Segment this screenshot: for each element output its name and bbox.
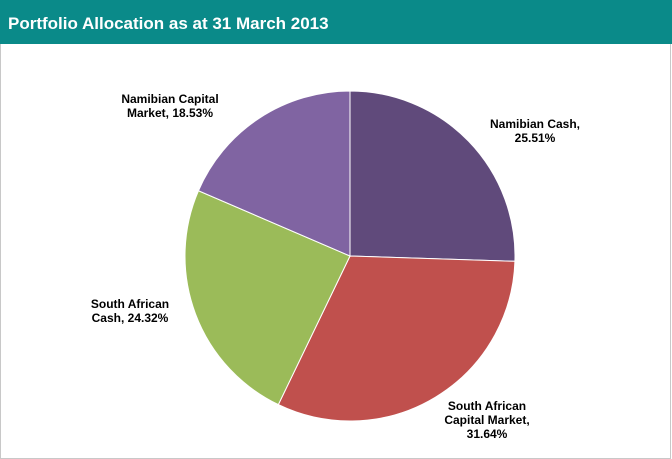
data-label: South African: [448, 399, 526, 413]
chart-title: Portfolio Allocation as at 31 March 2013: [8, 14, 329, 33]
pie-slice: [349, 90, 516, 262]
pie-slice: [277, 255, 516, 422]
data-label: Namibian Cash,: [490, 117, 580, 131]
pie-slice: [184, 190, 351, 406]
data-label: Capital Market,: [444, 413, 529, 427]
title-bar: [0, 0, 672, 44]
data-label: South African: [91, 297, 169, 311]
data-label: Cash, 24.32%: [92, 311, 169, 325]
data-label: 31.64%: [467, 427, 508, 441]
pie-slice: [197, 90, 351, 257]
data-label: 25.51%: [515, 131, 556, 145]
data-label: Namibian Capital: [121, 92, 218, 106]
data-label: Market, 18.53%: [127, 106, 213, 120]
